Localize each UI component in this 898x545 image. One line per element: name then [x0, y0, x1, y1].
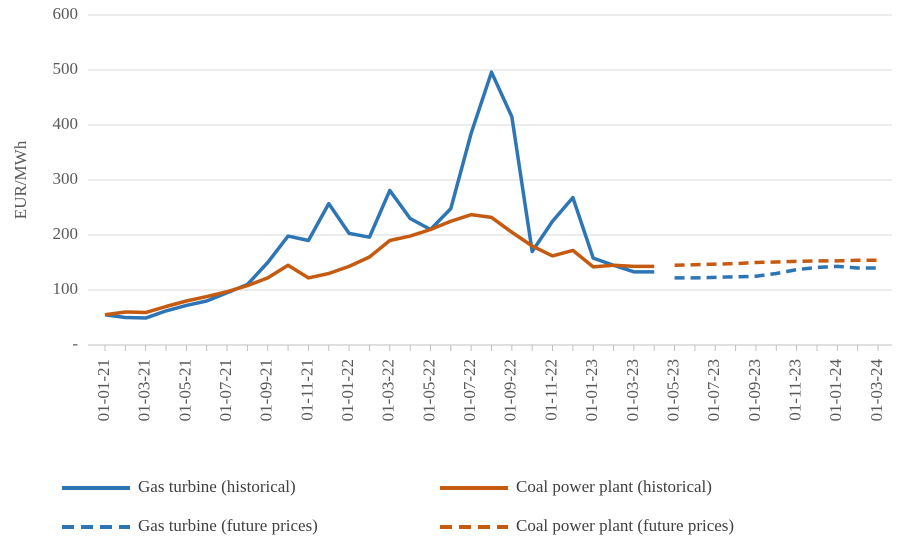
- x-tick-label: 01-01-24: [826, 359, 845, 422]
- x-tick-label: 01-01-21: [94, 359, 113, 421]
- legend-label: Gas turbine (future prices): [138, 516, 318, 535]
- y-tick-label: -: [72, 334, 78, 353]
- x-tick-label: 01-05-23: [663, 359, 682, 421]
- series-line: [104, 212, 655, 317]
- y-tick-label: 200: [53, 224, 79, 243]
- x-tick-label: 01-03-21: [135, 359, 154, 421]
- x-tick-label: 01-11-22: [541, 359, 560, 421]
- x-tick-label: 01-09-22: [501, 359, 520, 421]
- series-line: [674, 258, 878, 267]
- x-tick-label: 01-01-22: [338, 359, 357, 421]
- series-line: [674, 264, 878, 280]
- y-tick-label: 300: [53, 169, 79, 188]
- y-axis-title: EUR/MWh: [11, 140, 30, 219]
- x-tick-label: 01-03-22: [379, 359, 398, 421]
- legend-label: Gas turbine (historical): [138, 477, 296, 496]
- y-tick-label: 500: [53, 59, 79, 78]
- legend-label: Coal power plant (future prices): [516, 516, 734, 535]
- series-line: [104, 70, 655, 320]
- y-tick-label: 100: [53, 279, 79, 298]
- x-tick-label: 01-07-22: [460, 359, 479, 421]
- x-tick-label: 01-03-24: [867, 359, 886, 422]
- x-tick-label: 01-07-21: [216, 359, 235, 421]
- x-tick-label: 01-05-21: [175, 359, 194, 421]
- legend-label: Coal power plant (historical): [516, 477, 712, 496]
- x-tick-label: 01-09-21: [257, 359, 276, 421]
- legend: Gas turbine (historical) Coal power plant…: [62, 477, 734, 535]
- x-tick-label: 01-11-23: [786, 359, 805, 421]
- x-tick-label: 01-03-23: [623, 359, 642, 421]
- y-tick-label: 400: [53, 114, 79, 133]
- x-tick-label: 01-01-23: [582, 359, 601, 421]
- x-tick-label: 01-05-22: [419, 359, 438, 421]
- x-tick-label: 01-07-23: [704, 359, 723, 421]
- x-tick-label: 01-11-21: [297, 359, 316, 421]
- x-tick-label: 01-09-23: [745, 359, 764, 421]
- y-tick-label: 600: [53, 4, 79, 23]
